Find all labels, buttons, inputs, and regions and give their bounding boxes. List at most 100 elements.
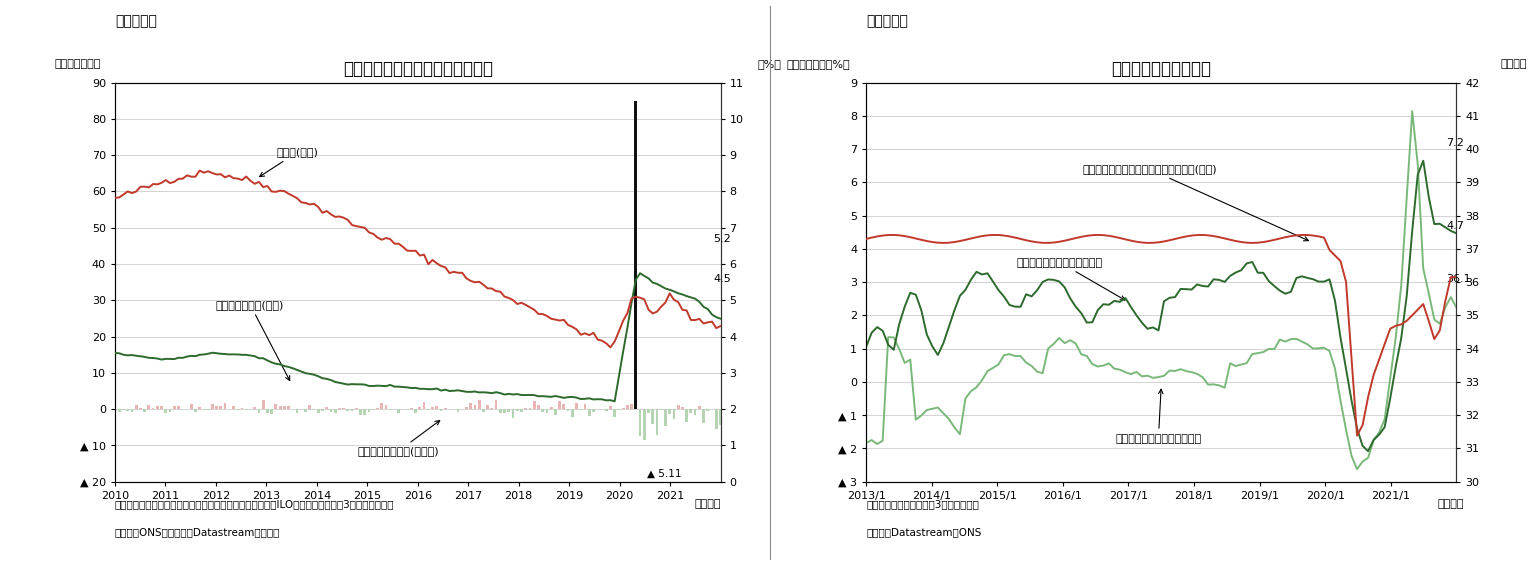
- Bar: [625, 405, 629, 409]
- Text: 週当たり賃金（名目）伸び率: 週当たり賃金（名目）伸び率: [1016, 258, 1125, 300]
- Bar: [474, 405, 477, 409]
- Bar: [262, 400, 265, 409]
- Text: （資料）ONSのデータをDatastreamより取得: （資料）ONSのデータをDatastreamより取得: [115, 527, 281, 538]
- Bar: [673, 409, 676, 420]
- Bar: [464, 407, 468, 409]
- Bar: [164, 409, 167, 413]
- Bar: [270, 409, 273, 414]
- Bar: [647, 409, 650, 413]
- Bar: [135, 405, 138, 409]
- Bar: [575, 403, 578, 409]
- Text: （前年同期比、%）: （前年同期比、%）: [786, 59, 851, 68]
- Bar: [685, 409, 688, 422]
- Bar: [652, 409, 655, 424]
- Bar: [346, 409, 350, 412]
- Bar: [376, 408, 379, 409]
- Bar: [224, 404, 227, 409]
- Text: （注）季節調整値、割合＝申請者／（雇用者＋申請者）。ILO基準失業率は後方3か月移動平均。: （注）季節調整値、割合＝申請者／（雇用者＋申請者）。ILO基準失業率は後方3か月…: [115, 499, 394, 509]
- Bar: [635, 101, 638, 409]
- Bar: [656, 409, 658, 435]
- Bar: [495, 400, 498, 409]
- Bar: [698, 406, 701, 409]
- Bar: [178, 406, 179, 409]
- Bar: [173, 406, 176, 409]
- Bar: [241, 408, 244, 409]
- Bar: [202, 409, 205, 410]
- Bar: [130, 409, 133, 412]
- Bar: [529, 408, 532, 409]
- Bar: [118, 409, 121, 412]
- Bar: [478, 400, 480, 409]
- Text: 失業率(右軸): 失業率(右軸): [259, 147, 319, 177]
- Bar: [406, 409, 408, 410]
- Bar: [397, 409, 400, 413]
- Bar: [279, 406, 282, 409]
- Bar: [195, 409, 196, 412]
- Bar: [503, 409, 506, 413]
- Bar: [714, 409, 717, 429]
- Bar: [253, 406, 256, 409]
- Bar: [469, 403, 472, 409]
- Bar: [491, 408, 494, 409]
- Text: フルタイム労働者の週当たり労働時間(右軸): フルタイム労働者の週当たり労働時間(右軸): [1082, 164, 1308, 241]
- Bar: [702, 409, 705, 424]
- Bar: [389, 409, 391, 410]
- Bar: [325, 408, 328, 409]
- Bar: [668, 409, 671, 414]
- Bar: [207, 409, 210, 410]
- Bar: [123, 409, 124, 410]
- Bar: [592, 409, 595, 412]
- Bar: [304, 409, 307, 412]
- Text: 失業保険申請件数(前月差): 失業保険申請件数(前月差): [357, 421, 440, 457]
- Text: ▲ 5.11: ▲ 5.11: [647, 469, 682, 479]
- Bar: [368, 409, 371, 412]
- Text: （注）季節調整値、後方3か月移動平均: （注）季節調整値、後方3か月移動平均: [866, 499, 980, 509]
- Bar: [520, 409, 523, 413]
- Bar: [337, 408, 340, 409]
- Bar: [541, 409, 544, 412]
- Bar: [147, 405, 150, 409]
- Bar: [423, 402, 426, 409]
- Bar: [419, 407, 422, 409]
- Bar: [584, 404, 587, 409]
- Text: （図表１）: （図表１）: [115, 14, 156, 28]
- Bar: [681, 407, 684, 409]
- Text: 36.1: 36.1: [1447, 274, 1472, 284]
- Bar: [613, 409, 616, 417]
- Bar: [570, 409, 573, 417]
- Text: 週当たり賃金（実質）伸び率: 週当たり賃金（実質）伸び率: [1116, 389, 1202, 444]
- Bar: [296, 409, 299, 413]
- Bar: [707, 409, 710, 412]
- Bar: [156, 406, 159, 409]
- Bar: [212, 404, 213, 409]
- Bar: [676, 405, 679, 409]
- Bar: [287, 406, 290, 409]
- Bar: [308, 405, 311, 409]
- Bar: [380, 402, 383, 409]
- Bar: [694, 409, 696, 416]
- Bar: [215, 405, 218, 409]
- Bar: [126, 409, 129, 411]
- Bar: [363, 409, 366, 415]
- Bar: [630, 404, 633, 409]
- Bar: [558, 401, 561, 409]
- Bar: [664, 409, 667, 426]
- Bar: [351, 409, 354, 411]
- Text: 4.7: 4.7: [1447, 221, 1464, 231]
- Bar: [563, 404, 566, 409]
- Bar: [143, 409, 146, 412]
- Bar: [198, 407, 201, 409]
- Bar: [546, 409, 549, 413]
- Text: 7.2: 7.2: [1447, 137, 1464, 148]
- Bar: [445, 408, 446, 409]
- Bar: [719, 409, 722, 425]
- Bar: [236, 409, 239, 410]
- Bar: [550, 407, 552, 409]
- Bar: [152, 408, 155, 409]
- Bar: [334, 409, 337, 413]
- Bar: [642, 409, 645, 440]
- Text: （時間）: （時間）: [1501, 59, 1527, 68]
- Bar: [313, 409, 316, 410]
- Bar: [609, 406, 612, 409]
- Bar: [317, 409, 319, 413]
